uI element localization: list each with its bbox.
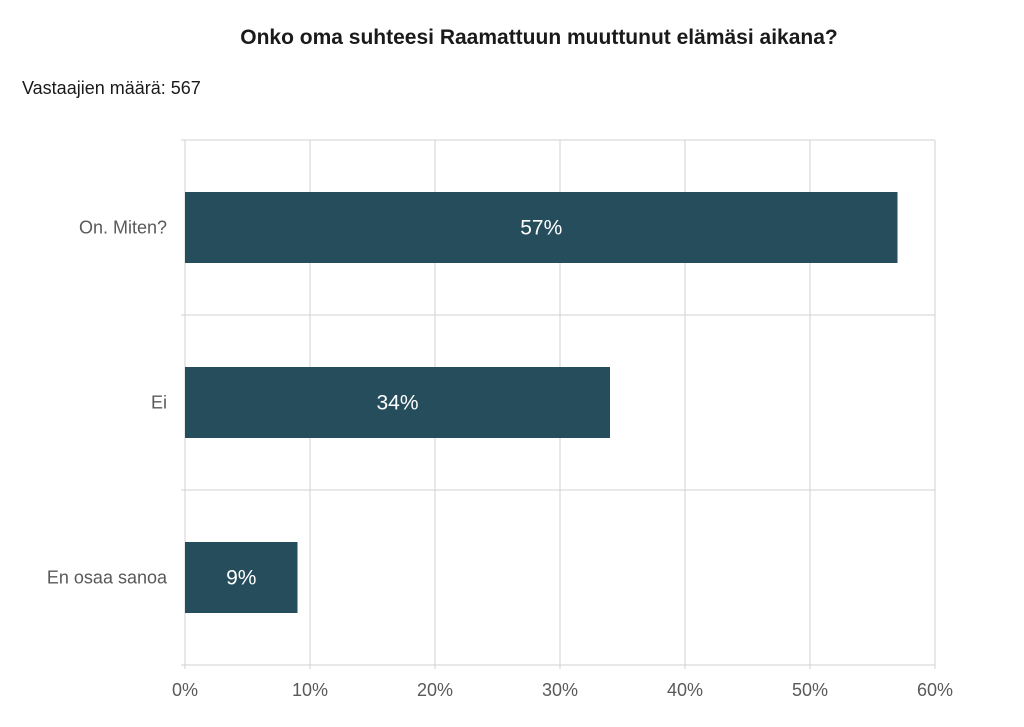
x-tick-label: 0% — [172, 680, 198, 700]
x-tick-label: 20% — [417, 680, 453, 700]
bar-layer — [185, 192, 898, 613]
label-layer: 0% 10% 20% 30% 40% 50% 60% On. Miten? 57% Ei 34% En… — [47, 217, 953, 701]
category-label: Ei — [151, 393, 167, 413]
category-label: En osaa sanoa — [47, 568, 168, 588]
x-tick-label: 60% — [917, 680, 953, 700]
bar — [185, 192, 898, 263]
bar-value-label: 57% — [520, 217, 562, 240]
category-label: On. Miten? — [79, 218, 167, 238]
x-tick-label: 10% — [292, 680, 328, 700]
chart-title: Onko oma suhteesi Raamattuun muuttunut e… — [240, 26, 838, 49]
bar-value-label: 34% — [376, 392, 418, 415]
x-tick-label: 40% — [667, 680, 703, 700]
bar — [185, 542, 298, 613]
respondent-count: Vastaajien määrä: 567 — [22, 78, 201, 98]
bar-value-label: 9% — [226, 567, 256, 590]
x-tick-label: 50% — [792, 680, 828, 700]
x-tick-label: 30% — [542, 680, 578, 700]
bar — [185, 367, 610, 438]
